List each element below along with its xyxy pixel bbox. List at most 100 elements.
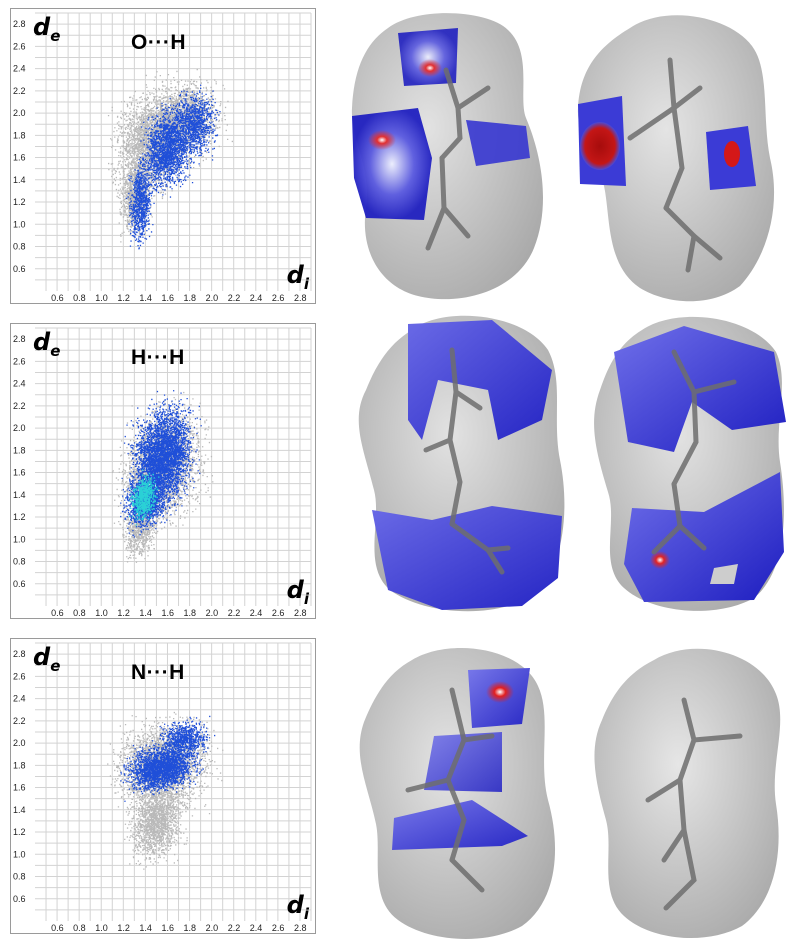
di-axis-label: di (286, 576, 309, 608)
y-tick-label: 2.0 (13, 108, 26, 118)
molecule-stick (627, 57, 723, 273)
y-tick-label: 1.8 (13, 445, 26, 455)
x-tick-label: 2.4 (250, 293, 263, 303)
x-tick-label: 1.4 (139, 293, 152, 303)
x-tick-label: 2.6 (272, 293, 285, 303)
y-tick-label: 1.6 (13, 153, 26, 163)
x-tick-label: 2.8 (294, 608, 307, 618)
surface-red-spot (580, 122, 620, 170)
y-tick-label: 0.8 (13, 872, 26, 882)
fingerprint-dense-points (129, 469, 160, 526)
de-axis-label: de (33, 328, 61, 360)
surface-body (351, 13, 543, 300)
y-tick-label: 2.4 (13, 694, 26, 704)
molecule-stick (405, 687, 495, 893)
hirshfeld-surface-hh-back (594, 316, 786, 611)
y-tick-label: 1.8 (13, 130, 26, 140)
molecule-stick (423, 347, 511, 575)
y-tick-label: 2.6 (13, 41, 26, 51)
molecule-stick (425, 67, 491, 251)
y-tick-label: 2.8 (13, 19, 26, 29)
surface-blue-patch (466, 120, 530, 166)
contact-label: O···H (131, 31, 186, 54)
surface-blue-patch (398, 28, 458, 86)
x-tick-label: 2.8 (294, 293, 307, 303)
surface-blue-patch (624, 472, 784, 602)
y-tick-label: 1.4 (13, 490, 26, 500)
surface-blue-patch (352, 108, 432, 220)
x-tick-label: 1.2 (117, 608, 130, 618)
y-tick-label: 2.0 (13, 423, 26, 433)
x-tick-label: 0.6 (51, 923, 64, 933)
grid-lines (35, 327, 312, 606)
surface-red-spot (418, 59, 442, 77)
y-tick-label: 0.6 (13, 579, 26, 589)
x-tick-label: 2.2 (228, 923, 241, 933)
surface-body (594, 648, 781, 939)
x-tick-label: 2.8 (294, 923, 307, 933)
x-tick-label: 1.6 (161, 608, 174, 618)
hirshfeld-surface-nh-front (359, 647, 556, 939)
fingerprint-plot-oh: 2.8 2.6 2.4 2.2 2.0 1.8 1.6 1.4 1.2 1.0 0.8 0.6 0.6 0… (10, 8, 316, 304)
y-tick-label: 1.0 (13, 849, 26, 859)
x-tick-label: 1.6 (161, 293, 174, 303)
di-axis-label: di (286, 261, 309, 293)
de-axis-label: de (33, 13, 61, 45)
surface-blue-patch (408, 320, 552, 440)
surface-red-spot (486, 681, 514, 703)
y-tick-label: 1.0 (13, 219, 26, 229)
contact-label: H···H (131, 346, 185, 369)
x-tick-label: 2.0 (206, 923, 219, 933)
x-tick-label: 1.8 (184, 923, 197, 933)
fingerprint-contact-points (120, 715, 216, 802)
y-tick-label: 1.4 (13, 805, 26, 815)
surface-red-spot (368, 130, 396, 150)
y-tick-label: 0.8 (13, 557, 26, 567)
x-tick-label: 2.4 (250, 608, 263, 618)
x-tick-label: 0.8 (73, 608, 86, 618)
di-axis-label: di (286, 891, 309, 923)
y-tick-label: 1.2 (13, 827, 26, 837)
surface-red-spot (724, 141, 740, 167)
x-tick-label: 1.0 (95, 923, 108, 933)
hirshfeld-surface-oh-front (351, 13, 543, 300)
x-tick-label: 1.4 (139, 608, 152, 618)
x-tick-label: 2.2 (228, 608, 241, 618)
y-tick-label: 0.6 (13, 264, 26, 274)
surface-blue-patch (372, 506, 562, 610)
y-tick-label: 0.8 (13, 242, 26, 252)
fingerprint-contact-points (125, 84, 221, 250)
fingerprint-canvas: 2.8 2.6 2.4 2.2 2.0 1.8 1.6 1.4 1.2 1.0 0.8 0.6 0.6 0… (13, 642, 312, 933)
surface-blue-patch (424, 732, 502, 792)
fingerprint-canvas: 2.8 2.6 2.4 2.2 2.0 1.8 1.6 1.4 1.2 1.0 0.8 0.6 0.6 0… (13, 327, 312, 618)
y-tick-label: 1.8 (13, 760, 26, 770)
x-tick-label: 0.6 (51, 608, 64, 618)
y-tick-label: 2.8 (13, 334, 26, 344)
x-tick-label: 2.6 (272, 923, 285, 933)
x-tick-label: 0.6 (51, 293, 64, 303)
y-tick-label: 2.6 (13, 671, 26, 681)
y-tick-label: 1.0 (13, 534, 26, 544)
y-tick-label: 2.2 (13, 401, 26, 411)
y-tick-label: 2.8 (13, 649, 26, 659)
y-tick-label: 2.2 (13, 86, 26, 96)
hirshfeld-surface-oh-back (577, 15, 775, 302)
surface-red-spot (650, 551, 670, 569)
molecule-stick (645, 697, 743, 911)
x-tick-label: 1.8 (184, 293, 197, 303)
y-tick-label: 1.6 (13, 783, 26, 793)
fingerprint-plot-nh: 2.8 2.6 2.4 2.2 2.0 1.8 1.6 1.4 1.2 1.0 0.8 0.6 0.6 0… (10, 638, 316, 934)
de-axis-label: de (33, 643, 61, 675)
y-tick-label: 1.4 (13, 175, 26, 185)
y-tick-label: 2.4 (13, 64, 26, 74)
molecule-stick (651, 349, 737, 555)
hirshfeld-surface-hh-front (358, 315, 565, 612)
x-tick-label: 1.2 (117, 923, 130, 933)
x-tick-label: 1.6 (161, 923, 174, 933)
x-tick-label: 2.6 (272, 608, 285, 618)
x-tick-label: 2.0 (206, 293, 219, 303)
y-tick-label: 2.4 (13, 379, 26, 389)
x-tick-label: 1.4 (139, 923, 152, 933)
x-tick-label: 1.2 (117, 293, 130, 303)
y-tick-label: 0.6 (13, 894, 26, 904)
